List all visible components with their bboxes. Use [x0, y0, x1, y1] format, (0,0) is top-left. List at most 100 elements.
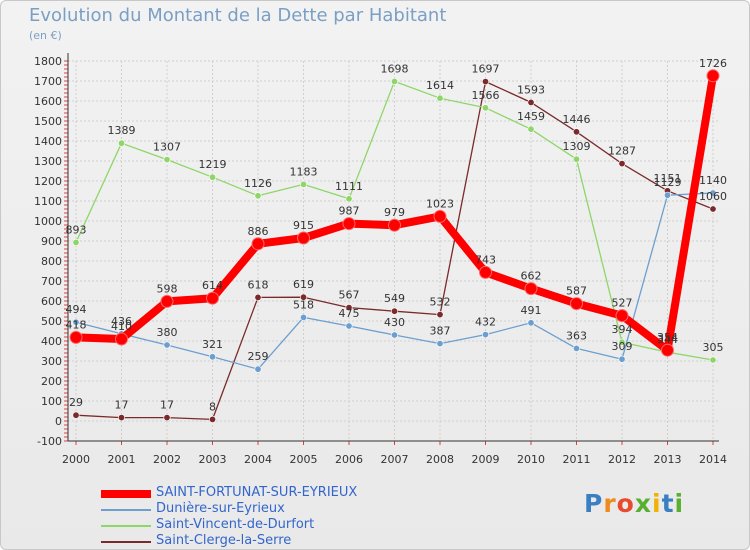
data-label: 363	[566, 329, 587, 342]
data-label: 979	[384, 206, 405, 219]
data-label: 1219	[199, 158, 227, 171]
data-point	[69, 330, 83, 344]
data-label: 619	[293, 278, 314, 291]
x-tick-label: 2000	[62, 453, 90, 466]
data-label: 29	[69, 396, 83, 409]
data-label: 1698	[381, 62, 409, 75]
data-label: 475	[339, 307, 360, 320]
y-tick-label: 1100	[34, 195, 62, 208]
data-label: 305	[703, 341, 724, 354]
data-point	[345, 304, 353, 312]
data-point	[436, 94, 444, 102]
data-label: 1151	[654, 172, 682, 185]
y-tick-label: 200	[41, 375, 62, 388]
data-label: 532	[430, 296, 451, 309]
data-point	[436, 311, 444, 319]
data-label: 17	[160, 399, 174, 412]
data-label: 1183	[290, 165, 318, 178]
legend-label: Dunière-sur-Eyrieux	[156, 501, 285, 516]
data-point	[479, 265, 492, 279]
data-label: 8	[209, 400, 216, 413]
data-point	[709, 189, 717, 197]
data-point	[706, 69, 720, 83]
data-point	[390, 331, 398, 339]
data-label: 387	[430, 325, 451, 338]
logo-letter: o	[616, 489, 635, 518]
x-tick-label: 2011	[563, 453, 591, 466]
data-label: 1389	[108, 124, 136, 137]
data-point	[390, 307, 398, 315]
data-point	[118, 414, 126, 422]
data-label: 1307	[153, 141, 181, 154]
x-tick-label: 2010	[517, 453, 545, 466]
data-label: 491	[521, 304, 542, 317]
y-tick-label: 1000	[34, 215, 62, 228]
data-point	[527, 319, 535, 327]
y-tick-label: 1600	[34, 95, 62, 108]
data-label: 915	[293, 219, 314, 232]
x-tick-label: 2007	[381, 453, 409, 466]
data-point	[481, 78, 489, 86]
data-label: 598	[157, 282, 178, 295]
x-tick-label: 2001	[108, 453, 136, 466]
data-point	[299, 313, 307, 321]
data-label: 309	[612, 340, 633, 353]
x-tick-label: 2014	[699, 453, 727, 466]
data-label: 743	[475, 253, 496, 266]
data-label: 527	[612, 297, 633, 310]
data-label: 893	[66, 223, 87, 236]
data-point	[299, 293, 307, 301]
data-label: 1140	[699, 174, 727, 187]
data-label: 394	[612, 323, 633, 336]
data-label: 321	[202, 338, 223, 351]
data-label: 1446	[563, 113, 591, 126]
y-tick-label: 300	[41, 355, 62, 368]
x-tick-label: 2005	[290, 453, 318, 466]
data-label: 380	[157, 326, 178, 339]
data-point	[163, 414, 171, 422]
data-point	[433, 209, 447, 223]
data-label: 1566	[472, 89, 500, 102]
proxiti-logo: Proxiti	[584, 489, 684, 518]
data-point	[160, 294, 174, 308]
legend-swatch	[101, 541, 151, 543]
x-tick-label: 2013	[654, 453, 682, 466]
legend-label: SAINT-FORTUNAT-SUR-EYRIEUX	[156, 485, 358, 500]
data-point	[118, 139, 126, 147]
data-label: 567	[339, 289, 360, 302]
data-label: 549	[384, 292, 405, 305]
data-point	[163, 156, 171, 164]
data-label: 494	[66, 303, 87, 316]
data-point	[527, 98, 535, 106]
data-label: 430	[384, 316, 405, 329]
data-point	[572, 128, 580, 136]
data-point	[254, 293, 262, 301]
y-tick-label: -100	[37, 435, 62, 448]
data-point	[388, 218, 401, 232]
data-label: 886	[248, 225, 269, 238]
data-point	[481, 331, 489, 339]
y-tick-label: 800	[41, 255, 62, 268]
data-point	[524, 282, 538, 296]
y-tick-label: 100	[41, 395, 62, 408]
data-label: 587	[566, 285, 587, 298]
y-tick-label: 500	[41, 315, 62, 328]
data-label: 17	[115, 399, 129, 412]
data-point	[615, 309, 629, 323]
logo-letter: x	[634, 489, 652, 518]
logo-letter: r	[603, 489, 617, 518]
data-label: 418	[66, 318, 87, 331]
data-point	[254, 365, 262, 373]
data-point	[570, 297, 583, 311]
x-tick-label: 2006	[335, 453, 363, 466]
y-tick-label: 1500	[34, 115, 62, 128]
data-point	[115, 332, 128, 346]
data-point	[436, 340, 444, 348]
data-label: 344	[657, 333, 678, 346]
x-tick-label: 2004	[244, 453, 272, 466]
data-point	[709, 356, 717, 364]
data-label: 432	[475, 316, 496, 329]
data-point	[209, 173, 217, 181]
data-label: 1593	[517, 83, 545, 96]
y-tick-label: 700	[41, 275, 62, 288]
